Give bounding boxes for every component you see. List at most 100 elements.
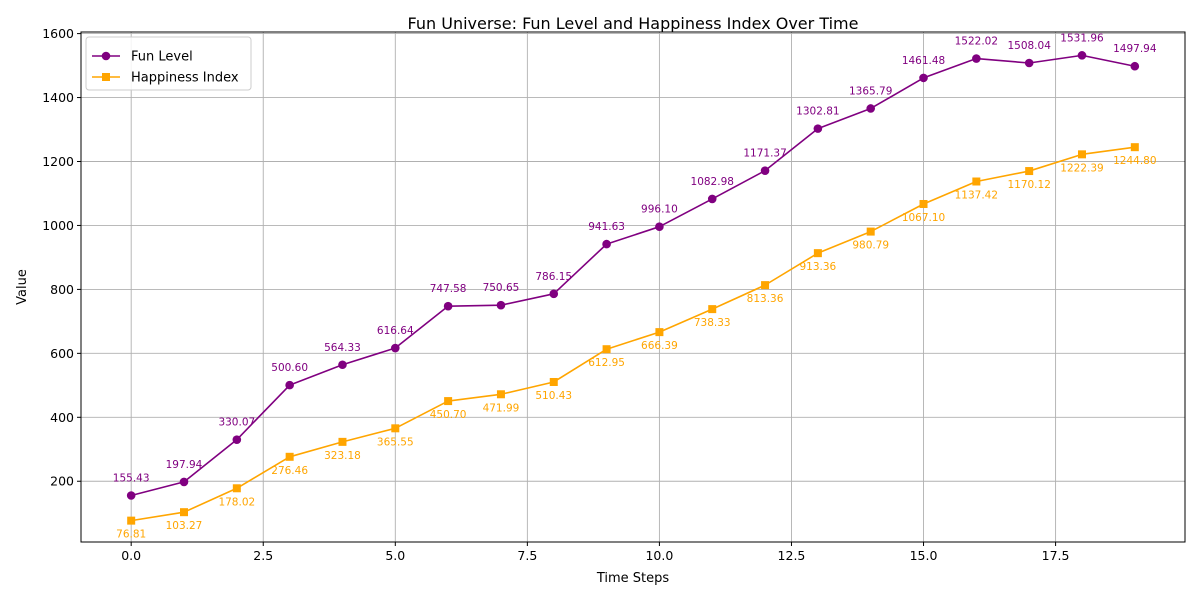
fun-level-data-label: 1497.94 [1113, 43, 1157, 55]
fun-level-data-label: 1508.04 [1007, 40, 1051, 52]
grid [81, 32, 1185, 542]
fun-level-point [549, 289, 559, 299]
y-tick-label: 1000 [42, 218, 74, 233]
x-tick-label: 7.5 [517, 548, 537, 563]
fun-level-point [232, 435, 242, 444]
happiness-index-line [131, 146, 1135, 522]
happiness-index-data-label: 510.43 [535, 390, 572, 402]
chart-title: Fun Universe: Fun Level and Happiness In… [408, 14, 859, 33]
fun-level-data-label: 1531.96 [1060, 32, 1104, 44]
happiness-index-data-label: 276.46 [271, 465, 308, 477]
fun-level-data-label: 330.07 [218, 417, 255, 429]
happiness-index-data-label: 980.79 [852, 240, 889, 252]
happiness-index-data-label: 450.70 [430, 409, 467, 421]
happiness-index-point [338, 437, 347, 446]
happiness-index-point [602, 345, 611, 354]
fun-level-data-label: 747.58 [430, 283, 467, 295]
y-tick-label: 400 [50, 410, 74, 425]
y-tick-label: 1400 [42, 90, 74, 105]
happiness-index-data-label: 365.55 [377, 436, 414, 448]
fun-level-point [285, 380, 294, 390]
fun-level-point [390, 343, 400, 353]
fun-level-point [866, 104, 876, 113]
happiness-index-point [1025, 167, 1034, 176]
happiness-index-data-label: 103.27 [166, 520, 203, 532]
x-tick-label: 17.5 [1042, 548, 1070, 563]
fun-level-point [1130, 61, 1140, 71]
happiness-index-data-label: 1067.10 [902, 212, 945, 224]
data-labels: 155.43 197.94 330.07 500.60 564.33 616.64 747.… [113, 32, 1157, 540]
fun-level-point [707, 194, 717, 204]
happiness-index-point [391, 424, 400, 433]
legend-happiness-index-label: Happiness Index [131, 71, 239, 86]
happiness-index-data-label: 913.36 [800, 261, 837, 273]
fun-level-point [813, 124, 823, 133]
fun-level-data-label: 1171.37 [743, 148, 786, 160]
happiness-index-point [549, 377, 558, 386]
fun-level-point [919, 73, 928, 83]
x-tick-label: 12.5 [778, 548, 806, 563]
fun-level-data-label: 1302.81 [796, 106, 839, 118]
y-axis-title: Value [15, 269, 30, 305]
legend: Fun Level Happiness Index [85, 36, 252, 91]
happiness-index-point [1077, 150, 1086, 159]
happiness-index-data-label: 1137.42 [955, 190, 998, 202]
happiness-index-point [761, 281, 770, 290]
happiness-index-data-label: 612.95 [588, 357, 625, 369]
happiness-index-data-label: 1244.80 [1113, 155, 1156, 167]
fun-level-data-label: 564.33 [324, 342, 361, 354]
y-tick-label: 1200 [42, 154, 74, 169]
x-tick-label: 15.0 [910, 548, 938, 563]
happiness-index-point [866, 227, 875, 236]
happiness-index-data-label: 76.81 [116, 529, 146, 541]
fun-level-point [972, 54, 981, 63]
happiness-index-point [444, 397, 453, 406]
happiness-index-point [1130, 143, 1139, 152]
fun-level-point [1077, 51, 1087, 60]
y-tick-label: 600 [50, 346, 74, 361]
fun-level-data-label: 616.64 [377, 325, 414, 337]
fun-level-data-label: 1522.02 [955, 36, 998, 48]
fun-level-line [130, 54, 1135, 497]
x-tick-label: 10.0 [645, 548, 673, 563]
happiness-index-data-label: 471.99 [483, 402, 520, 414]
happiness-index-point [127, 516, 136, 525]
series-layer [126, 51, 1140, 525]
legend-box [85, 36, 252, 91]
happiness-index-point [180, 508, 189, 517]
happiness-index-point [232, 484, 241, 493]
x-tick-label: 5.0 [385, 548, 405, 563]
happiness-index-data-label: 178.02 [218, 496, 255, 508]
fun-level-data-label: 500.60 [271, 362, 308, 374]
x-tick-label: 0.0 [121, 548, 141, 563]
fun-level-point [760, 166, 770, 175]
legend-fun-level-marker [101, 51, 111, 61]
fun-level-point [443, 301, 453, 311]
fun-level-point [602, 239, 611, 249]
happiness-index-point [919, 199, 928, 208]
fun-level-point [496, 300, 506, 310]
fun-level-point [126, 491, 136, 500]
legend-fun-level-label: Fun Level [131, 50, 193, 65]
fun-level-data-label: 1082.98 [691, 176, 734, 188]
happiness-index-data-label: 813.36 [747, 293, 784, 305]
fun-level-data-label: 941.63 [588, 221, 625, 233]
happiness-index-data-label: 666.39 [641, 340, 678, 352]
happiness-index-point [813, 249, 822, 258]
fun-level-data-label: 786.15 [535, 271, 572, 283]
y-tick-label: 200 [50, 474, 74, 489]
fun-level-data-label: 1365.79 [849, 85, 892, 97]
fun-level-data-label: 155.43 [113, 472, 150, 484]
fun-level-point [338, 360, 347, 370]
fun-level-point [1024, 58, 1034, 68]
happiness-index-data-label: 738.33 [694, 317, 731, 329]
x-axis-title: Time Steps [596, 571, 670, 586]
happiness-index-point [496, 390, 505, 399]
fun-level-data-label: 197.94 [166, 459, 203, 471]
legend-happiness-index-marker [102, 73, 110, 81]
fun-level-data-label: 750.65 [483, 282, 520, 294]
happiness-index-data-label: 1170.12 [1007, 179, 1050, 191]
fun-level-data-label: 996.10 [641, 204, 678, 216]
